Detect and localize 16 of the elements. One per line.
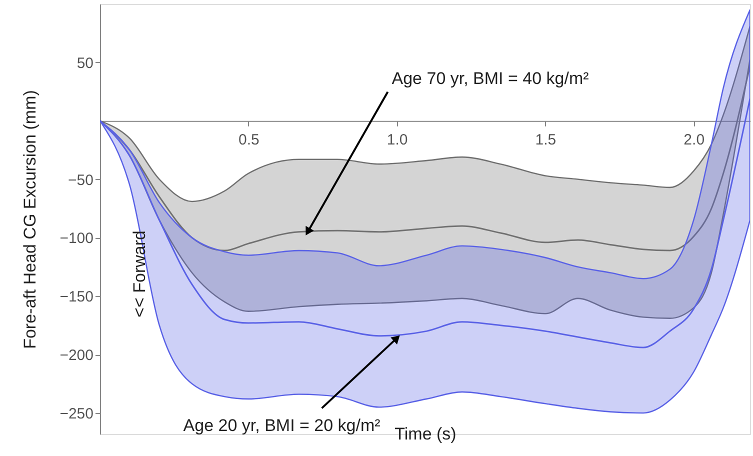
y-tick-label: −250 bbox=[60, 405, 94, 422]
y-axis-title: Fore-aft Head CG Excursion (mm) bbox=[20, 90, 40, 349]
x-tick-label: 2.0 bbox=[684, 131, 705, 148]
x-tick-label: 0.5 bbox=[238, 131, 260, 148]
y-tick-label: −150 bbox=[60, 288, 94, 306]
x-axis-title: Time (s) bbox=[394, 424, 456, 444]
y-tick-label: −50 bbox=[68, 172, 94, 189]
y-tick-label: −200 bbox=[60, 347, 94, 364]
y-tick-label: −100 bbox=[60, 230, 94, 248]
annotation: << Forward bbox=[130, 230, 149, 318]
x-tick-label: 1.5 bbox=[535, 131, 556, 148]
annotation: Age 20 yr, BMI = 20 kg/m² bbox=[183, 416, 381, 436]
line-series bbox=[100, 98, 750, 348]
y-tick-label: 50 bbox=[76, 54, 94, 72]
x-tick-label: 1.0 bbox=[386, 131, 408, 148]
annotation: Age 70 yr, BMI = 40 kg/m² bbox=[392, 68, 590, 88]
